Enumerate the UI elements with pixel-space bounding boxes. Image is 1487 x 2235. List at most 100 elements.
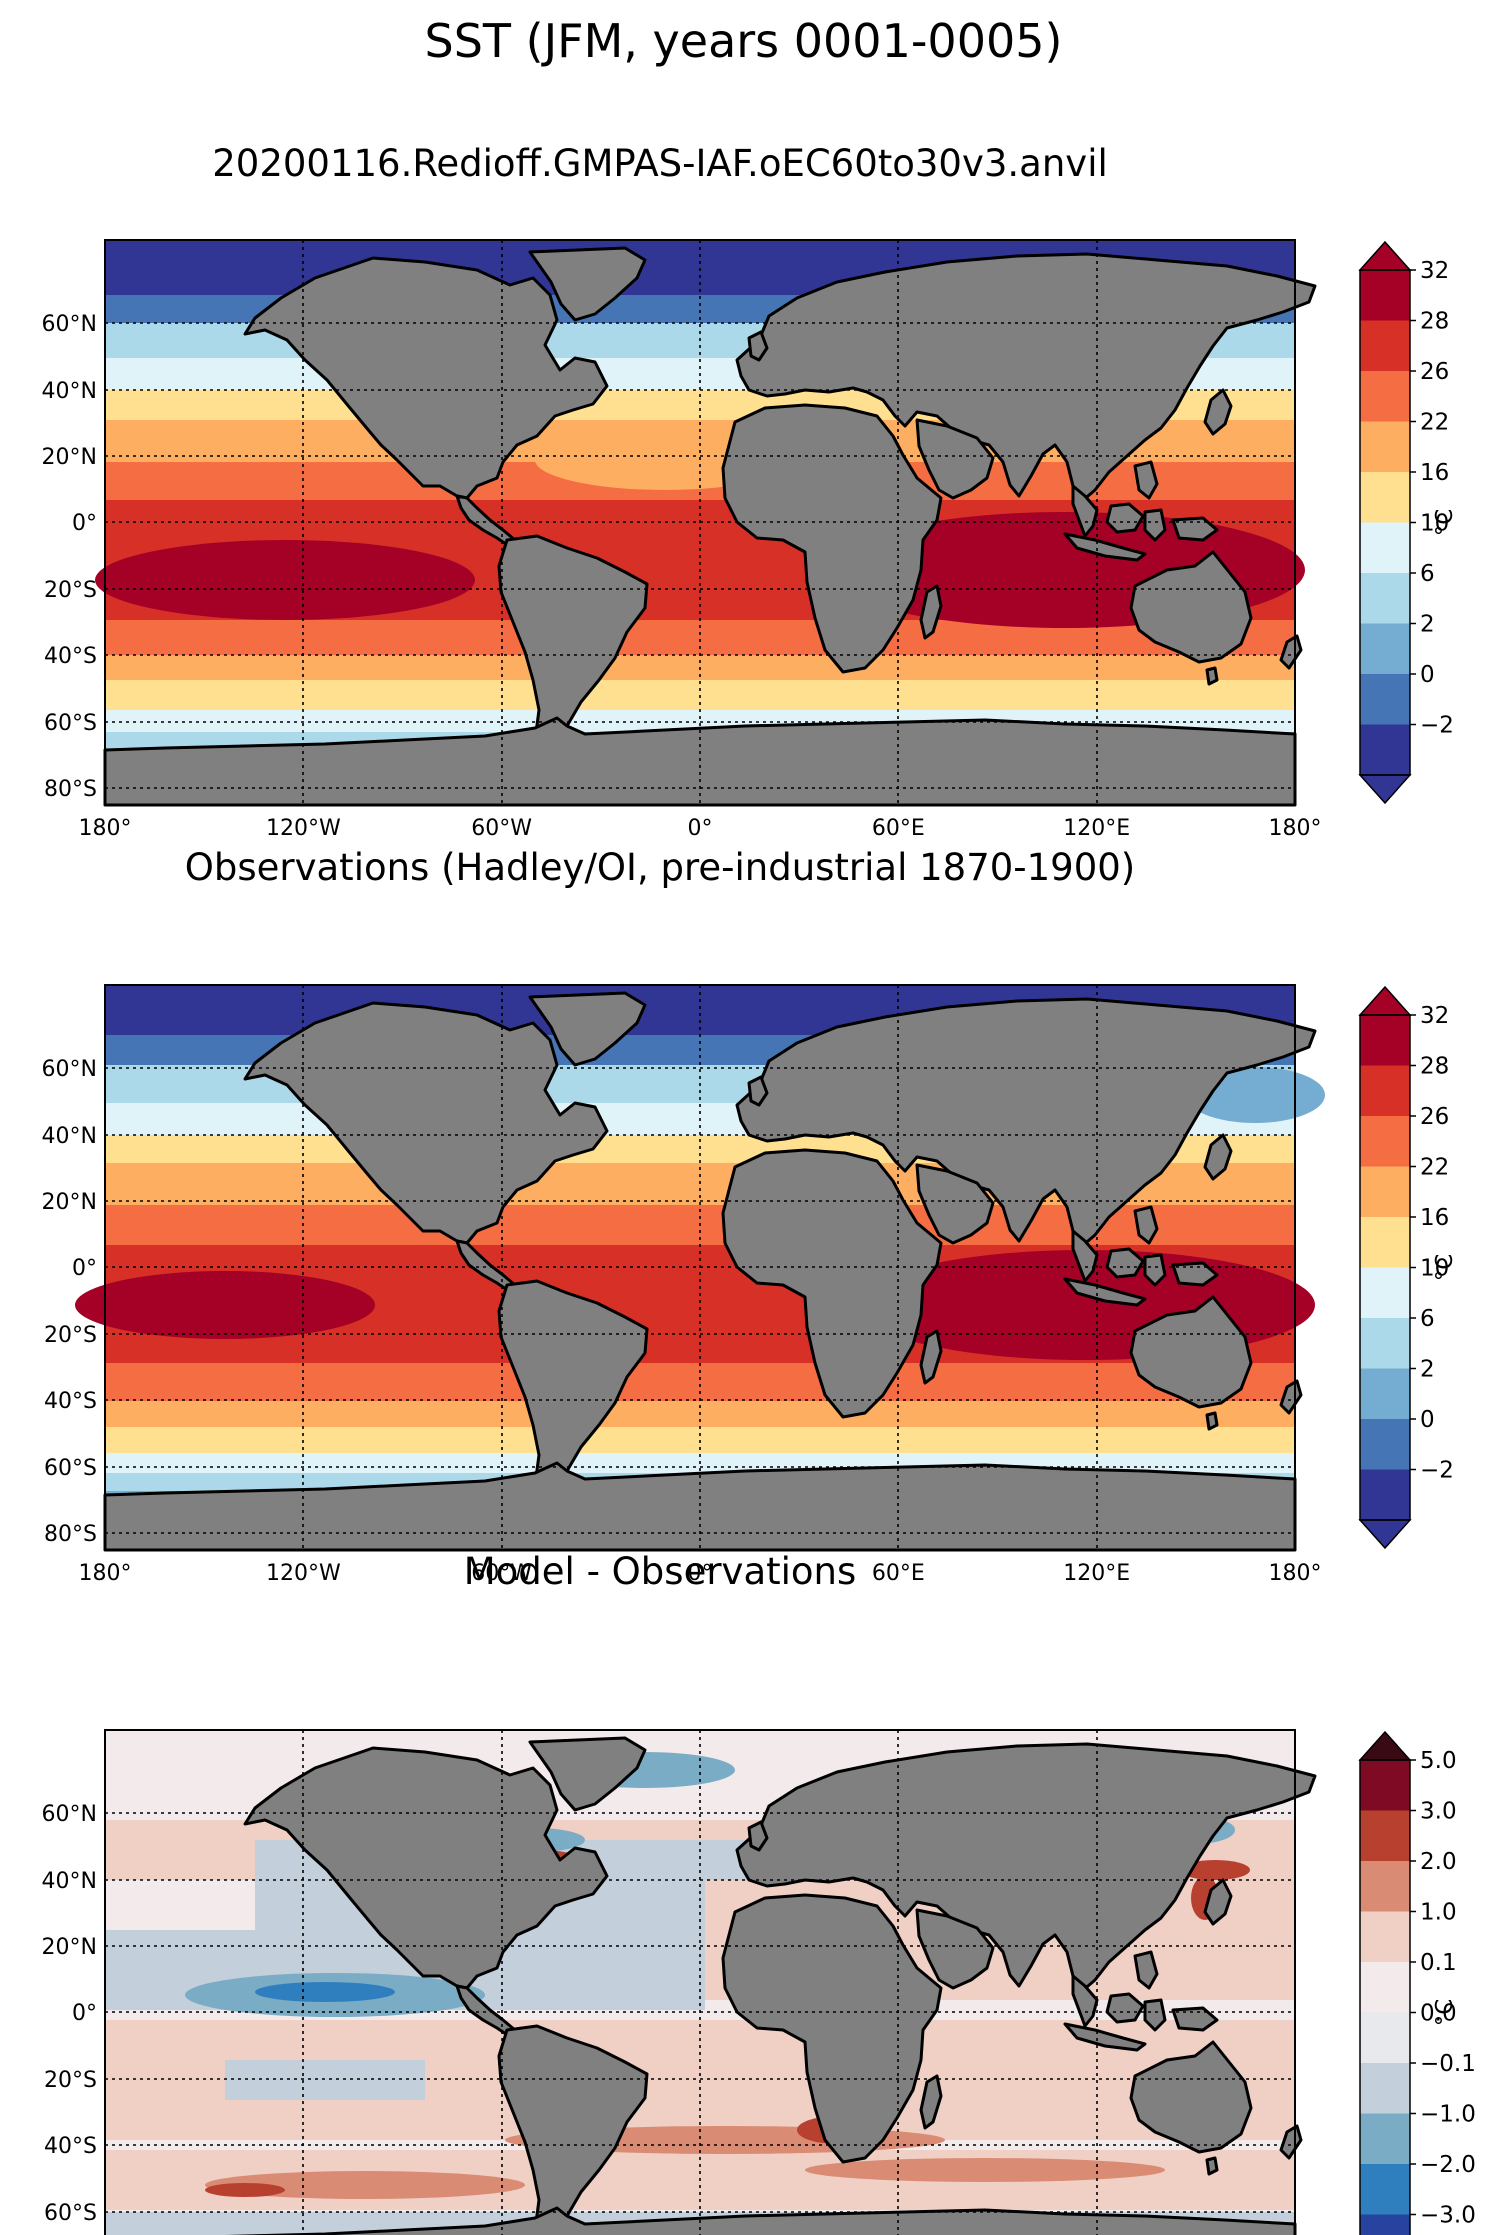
colorbar-segment [1360, 1318, 1410, 1369]
colorbar-tick-label: 2 [1420, 1357, 1435, 1383]
colorbar-tick-label: 0 [1420, 1407, 1435, 1433]
lat-tick-label: 40°S [44, 1389, 97, 1414]
colorbar-extend-top [1358, 240, 1412, 271]
map-panel-model [95, 239, 1317, 807]
lon-tick-label: 0° [688, 816, 713, 841]
colorbar-tick-label: −0.1 [1420, 2051, 1476, 2077]
lat-tick-label: 20°N [42, 445, 97, 470]
panel-title-model: 20200116.Redioff.GMPAS-IAF.oEC60to30v3.a… [212, 142, 1108, 185]
colorbar-tick-label: 28 [1420, 1054, 1449, 1080]
colorbar-tick-label: 0.0 [1420, 2001, 1457, 2027]
bias-warm [205, 2183, 285, 2197]
colorbar-segment [1360, 1267, 1410, 1319]
colorbar-segment [1360, 1861, 1410, 1912]
colorbar-segment [1360, 270, 1410, 321]
axes-frame [104, 984, 1296, 1551]
lat-tick-label: 60°N [42, 1057, 97, 1082]
lon-tick-label: 180° [1269, 1561, 1322, 1586]
lat-tick-label: 60°S [44, 1456, 97, 1481]
colorbar-unit-label: °C [1432, 1254, 1458, 1282]
colorbar-tick-label: 3.0 [1420, 1799, 1457, 1825]
lat-tick-label: 20°S [44, 1323, 97, 1348]
panel-title-bias: Model - Observations [463, 1550, 857, 1593]
lon-tick-label: 60°E [872, 1561, 925, 1586]
colorbar-segment [1360, 1962, 1410, 2013]
lat-tick-label: 60°N [42, 312, 97, 337]
lon-tick-label: 120°W [266, 1561, 341, 1586]
graticule [105, 1730, 1295, 2235]
colorbar-tick-label: 6 [1420, 561, 1435, 587]
colorbar-tick-label: 6 [1420, 1306, 1435, 1332]
colorbar-segment [1360, 724, 1410, 776]
colorbar-tick-label: 10 [1420, 511, 1449, 537]
panel-title-observations: Observations (Hadley/OI, pre-industrial … [184, 846, 1136, 889]
colorbar-unit-label: °C [1432, 509, 1458, 537]
colorbar-extend-top [1358, 985, 1412, 1016]
colorbar-segment [1360, 1166, 1410, 1218]
lon-tick-label: 180° [79, 816, 132, 841]
sst-band [105, 1363, 1295, 1401]
lat-tick-label: 40°N [42, 1124, 97, 1149]
warm-pool [95, 540, 475, 620]
lat-tick-label: 40°N [42, 1869, 97, 1894]
colorbar-segment [1360, 371, 1410, 422]
lon-tick-label: 60°E [872, 816, 925, 841]
lon-tick-label: 60°W [471, 1561, 532, 1586]
colorbar-segment [1360, 472, 1410, 523]
bias-band [225, 2060, 425, 2100]
colorbar-tick-label: 22 [1420, 1155, 1449, 1181]
colorbar-segment [1360, 2113, 1410, 2165]
colorbar-segment [1360, 1469, 1410, 1521]
colorbar-unit-label: °C [1432, 1999, 1458, 2027]
colorbar-segment [1360, 1810, 1410, 1862]
lat-tick-label: 60°S [44, 2201, 97, 2226]
colorbar-segment [1360, 1760, 1410, 1811]
colorbar-tick-label: 22 [1420, 410, 1449, 436]
kuroshio-warm [1180, 1860, 1250, 1880]
colorbar-tick-label: 16 [1420, 1205, 1449, 1231]
colorbar-segment [1360, 1015, 1410, 1066]
lat-tick-label: 80°S [44, 1522, 97, 1547]
colorbar-segment [1360, 1911, 1410, 1963]
colorbar-segment [1360, 2063, 1410, 2114]
colorbar-segment [1360, 2214, 1410, 2235]
colorbar-segment [1360, 573, 1410, 624]
map-panel-observations [75, 984, 1325, 1552]
map-panel-bias [103, 1729, 1317, 2235]
colorbar-tick-label: −2 [1420, 713, 1454, 739]
axis-tick-labels: 180° 120°W 60°W 0° 60°E 120°E 180° 60°N 40°N 20°N… [42, 312, 1322, 2226]
colorbars: 32 28 26 22 16 10 6 2 0 −2 °C 32 28 26 22 16 10 6 2 0 −2 °C 5.… [1358, 240, 1476, 2235]
colorbar-segment [1360, 1065, 1410, 1117]
colorbar-tick-label: 2 [1420, 612, 1435, 638]
colorbar-segment [1360, 1217, 1410, 1268]
graticule [105, 240, 1295, 805]
lat-tick-label: 60°S [44, 711, 97, 736]
colorbar-extend-top [1358, 1730, 1412, 1761]
colorbar-segment [1360, 1368, 1410, 1420]
lat-tick-label: 40°S [44, 644, 97, 669]
colorbar-tick-label: −1.0 [1420, 2102, 1476, 2128]
warm-pool [75, 1271, 375, 1339]
lat-tick-label: 0° [72, 2001, 97, 2026]
colorbar-tick-label: 16 [1420, 460, 1449, 486]
lat-tick-label: 20°S [44, 578, 97, 603]
colorbar-segment [1360, 2164, 1410, 2215]
colorbar-tick-label: 0.1 [1420, 1950, 1457, 1976]
colorbar-tick-label: 28 [1420, 309, 1449, 335]
lat-tick-label: 60°N [42, 1802, 97, 1827]
colorbar-segment [1360, 623, 1410, 675]
lat-tick-label: 20°N [42, 1935, 97, 1960]
bias-warm [205, 2171, 525, 2199]
lat-tick-label: 40°N [42, 379, 97, 404]
colorbar-tick-label: −2 [1420, 1458, 1454, 1484]
lon-tick-label: 180° [79, 1561, 132, 1586]
colorbar-extend-bottom [1358, 774, 1412, 805]
colorbar-extend-bottom [1358, 1519, 1412, 1550]
figure-title: SST (JFM, years 0001-0005) [424, 14, 1063, 68]
lon-tick-label: 60°W [471, 816, 532, 841]
lon-tick-label: 120°W [266, 816, 341, 841]
colorbar-segment [1360, 1116, 1410, 1167]
lat-tick-label: 20°S [44, 2068, 97, 2093]
colorbar-tick-label: 32 [1420, 258, 1449, 284]
